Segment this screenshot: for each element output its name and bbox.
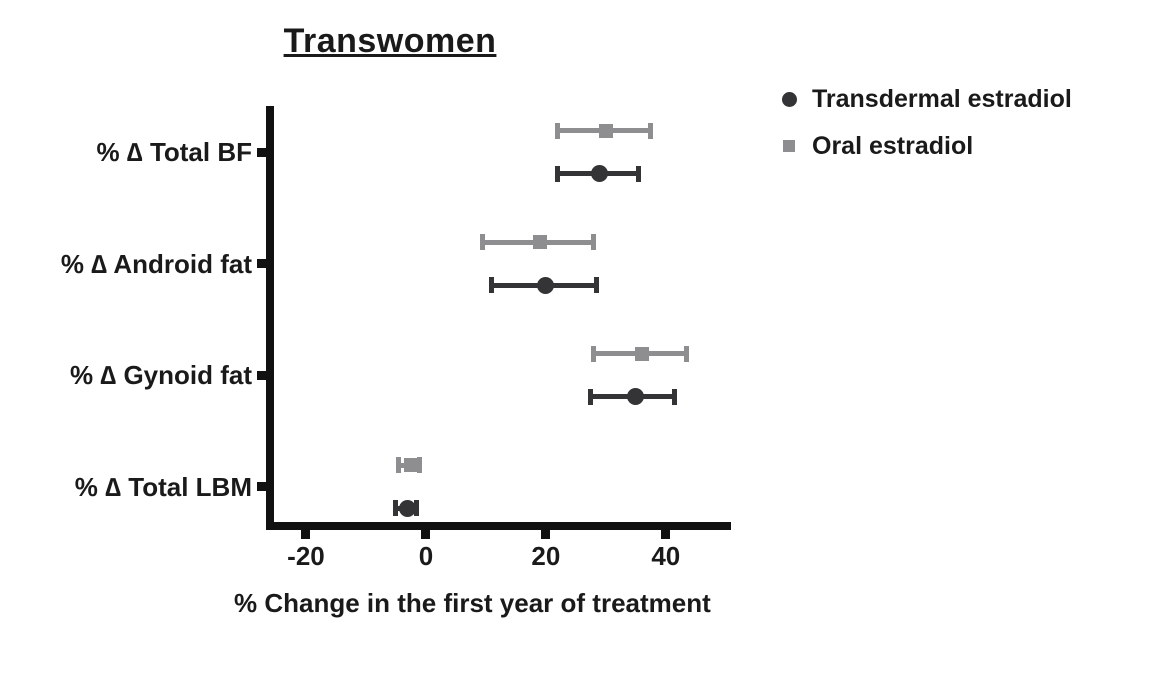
category-label: % ∆ Total LBM [74,471,252,502]
category-label: % ∆ Android fat [60,248,252,279]
legend-marker-box [780,140,798,152]
legend-label-transdermal-estradiol: Transdermal estradiol [812,85,1072,113]
error-bar-cap-left [588,388,594,405]
x-tick [661,530,671,539]
y-tick [257,482,266,491]
circle-marker-icon [781,91,797,107]
legend: Transdermal estradiol Oral estradiol [780,84,1072,161]
y-tick [257,147,266,157]
square-marker-icon [783,140,795,152]
y-tick [257,370,266,380]
error-bar-cap-right [684,345,690,362]
error-bar-cap-left [489,277,495,293]
data-point-square [403,458,418,472]
error-bar-cap-right [414,500,420,516]
chart-title: Transwomen [283,22,497,60]
error-bar-cap-right [672,388,678,405]
y-axis [266,106,274,530]
error-bar-cap-right [591,234,597,250]
error-bar-cap-right [648,122,654,139]
data-point-circle [537,276,555,294]
data-point-circle [627,388,645,405]
data-point-square [634,346,649,361]
x-tick [541,530,551,539]
data-point-square [598,123,613,138]
data-point-circle [399,499,417,517]
category-label: % ∆ Gynoid fat [69,360,252,390]
x-axis-label: % Change in the first year of treatment [234,588,711,618]
error-bar-cap-left [480,234,486,250]
y-tick [257,259,266,268]
error-bar-cap-right [636,165,642,182]
x-tick-label: 40 [651,541,681,571]
data-point-circle [591,165,609,182]
error-bar-cap-right [417,457,423,473]
error-bar-cap-left [591,345,597,362]
legend-item-oral-estradiol: Oral estradiol [780,131,1072,161]
error-bar-cap-left [393,500,399,516]
x-tick [421,530,431,539]
x-tick [301,530,311,539]
legend-item-transdermal-estradiol: Transdermal estradiol [780,84,1072,114]
legend-label-oral-estradiol: Oral estradiol [812,132,974,160]
error-bar-cap-right [594,277,600,293]
x-tick-label: 20 [531,541,561,571]
x-tick-label: 0 [418,541,434,571]
data-point-square [532,235,547,249]
error-bar-cap-left [555,122,561,139]
error-bar-cap-left [555,165,561,182]
category-label: % ∆ Total BF [96,137,252,167]
x-axis [266,522,731,530]
legend-marker-box [780,91,798,107]
x-tick-label: -20 [287,541,325,571]
error-bar-cap-left [396,457,402,473]
